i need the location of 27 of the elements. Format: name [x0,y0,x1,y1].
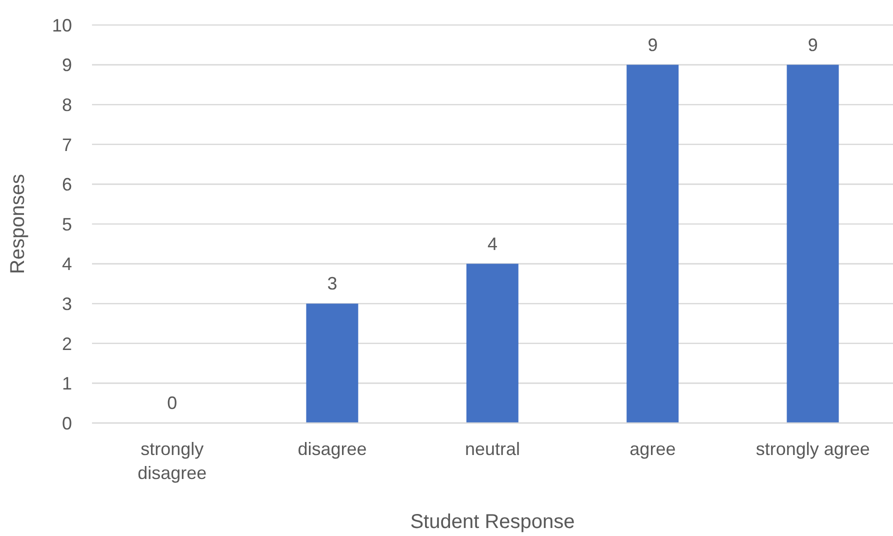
x-tick-label: strongly disagree [138,439,207,483]
bar [626,64,679,423]
y-tick-label: 1 [62,374,72,394]
data-label: 4 [487,234,498,254]
bar [786,64,839,423]
y-tick-label: 0 [62,413,72,434]
y-tick-label: 3 [62,294,72,314]
bar [306,304,358,423]
x-axis-title: Student Response [410,511,575,533]
y-tick-label: 7 [62,134,72,155]
data-label: 3 [327,274,338,294]
y-tick-label: 6 [62,174,72,195]
x-tick-label: agree [630,439,676,459]
y-tick-label: 2 [62,334,72,354]
x-tick-label: strongly agree [756,439,870,459]
data-label: 9 [808,34,818,55]
data-label: 0 [167,393,178,413]
bar [466,264,518,423]
y-tick-label: 8 [62,94,72,115]
y-tick-label: 5 [62,214,72,234]
x-tick-label: neutral [464,439,520,459]
y-tick-label: 9 [62,55,72,76]
y-tick-label: 4 [62,254,72,274]
y-tick-label: 10 [52,15,72,36]
data-label: 9 [648,34,658,55]
y-axis-title: Responses [7,174,30,274]
x-tick-label: disagree [298,439,367,459]
